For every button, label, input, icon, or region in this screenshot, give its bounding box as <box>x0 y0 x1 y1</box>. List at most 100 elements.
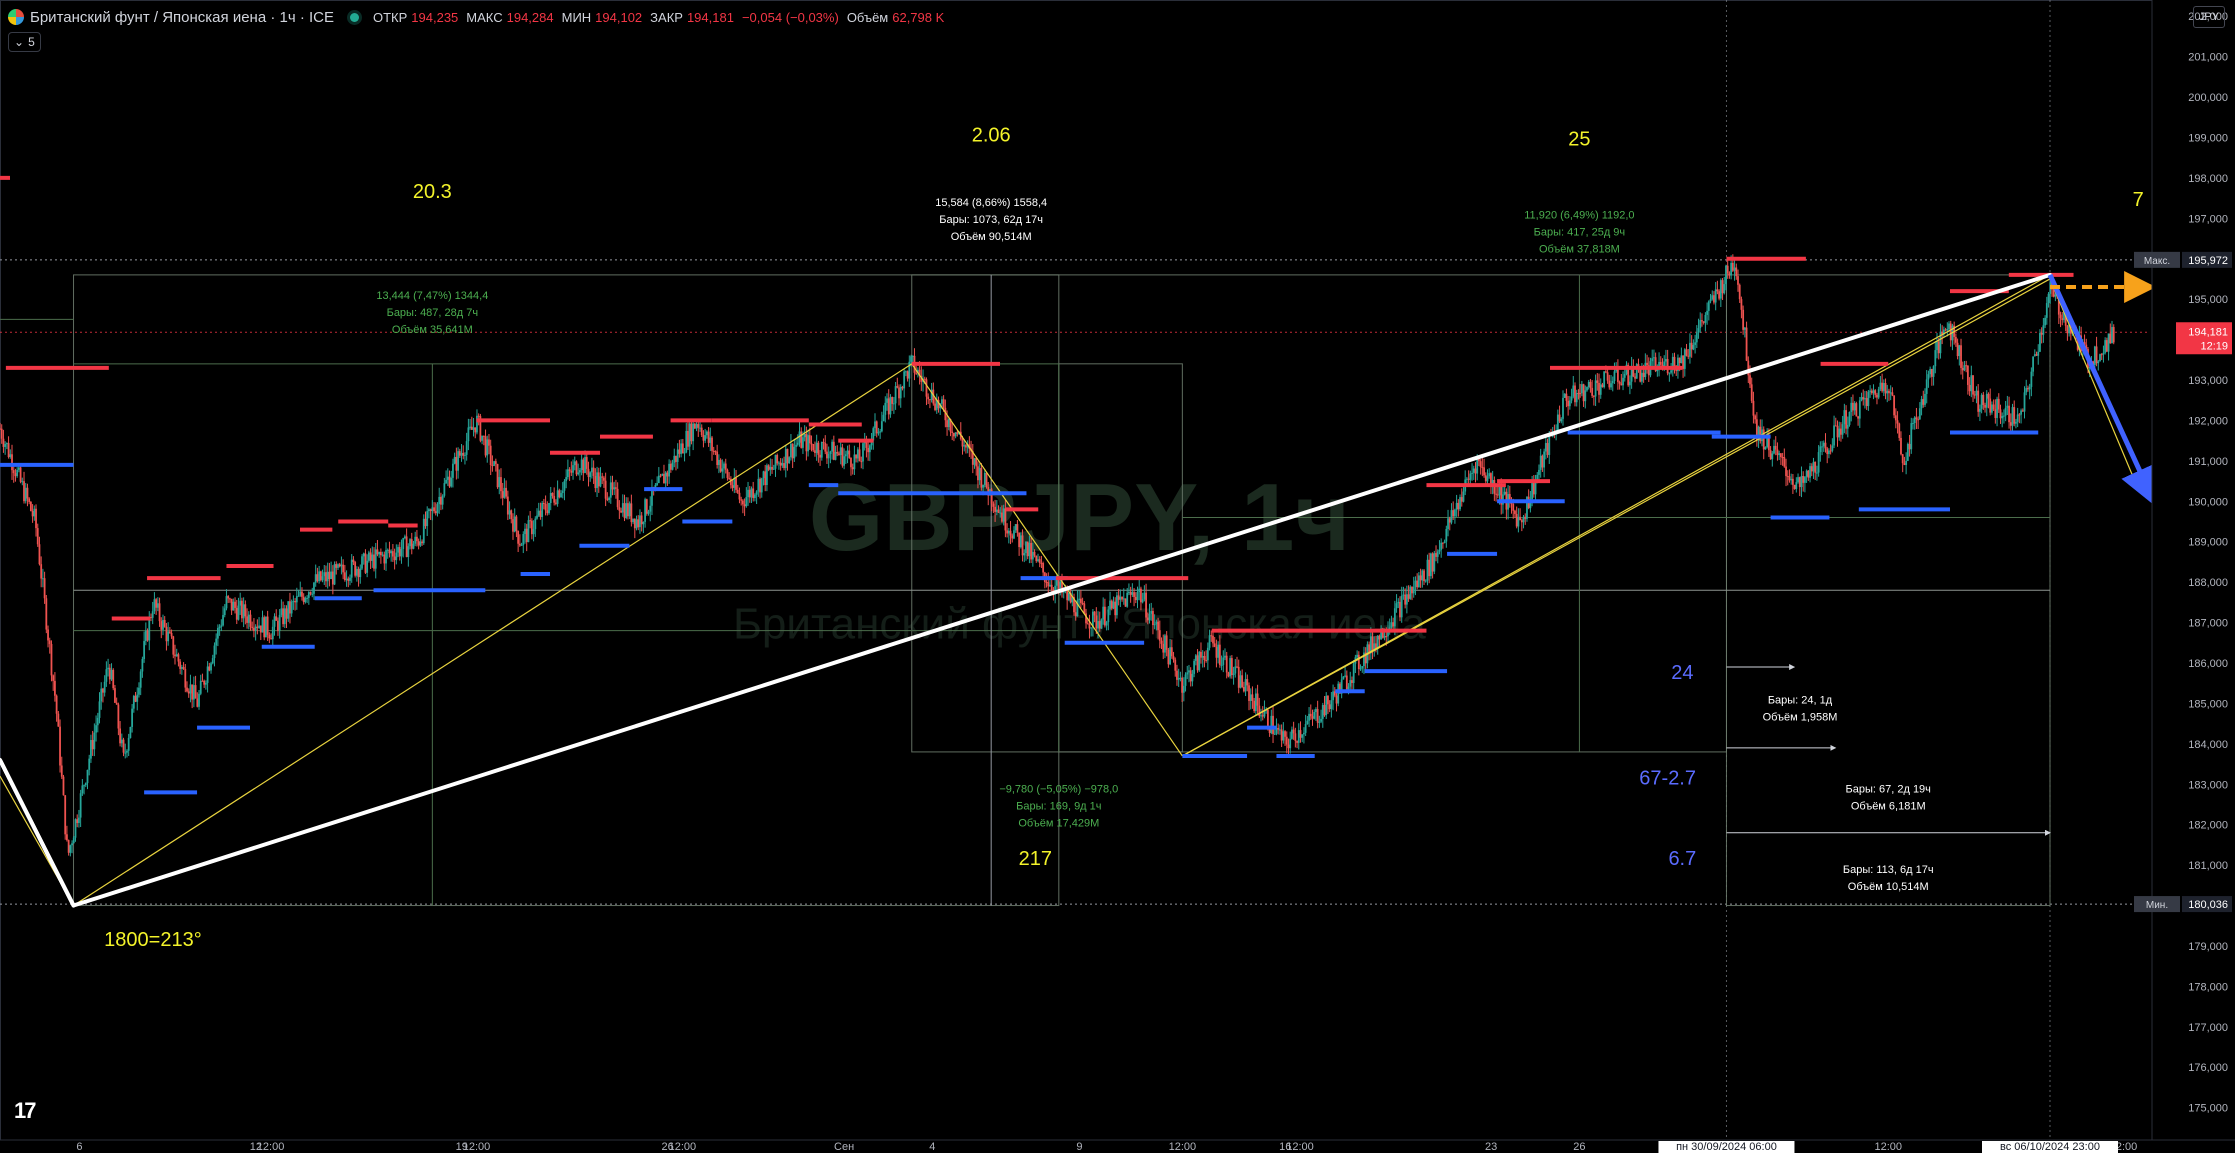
candle-body <box>323 572 326 577</box>
measure-label: Объём 37,818M <box>1539 243 1620 255</box>
candle-body <box>2112 327 2115 343</box>
candle-body <box>1831 445 1834 451</box>
candle-body <box>740 499 743 501</box>
candle-body <box>1714 289 1717 303</box>
candle-body <box>671 462 674 470</box>
candle-body <box>309 592 312 594</box>
candle-body <box>271 626 274 640</box>
symbol-title[interactable]: Британский фунт / Японская иена · 1ч · I… <box>30 8 334 26</box>
candle-body <box>1308 713 1310 721</box>
candle-body <box>997 509 1000 513</box>
candle-body <box>1579 393 1582 395</box>
indicators-toggle[interactable]: ⌄ 5 <box>8 32 41 52</box>
candle-body <box>858 449 861 462</box>
candle-body <box>163 619 166 627</box>
time-tick-label: 23 <box>1485 1141 1497 1153</box>
candle-body <box>342 564 345 573</box>
candle-body <box>282 608 284 625</box>
candle-body <box>1378 635 1381 640</box>
candle-body <box>1191 673 1194 682</box>
candle-body <box>568 469 571 471</box>
candle-body <box>1090 627 1093 629</box>
candle-body <box>1654 357 1657 372</box>
candle-body <box>613 487 616 490</box>
candle-body <box>1373 643 1376 651</box>
candle-body <box>352 559 355 563</box>
candle-body <box>915 372 918 374</box>
candle-body <box>1476 459 1479 474</box>
candle-body <box>355 568 358 576</box>
candle-body <box>1984 404 1986 408</box>
candle-body <box>2045 303 2048 318</box>
candle-body <box>721 468 724 472</box>
candle-body <box>728 477 731 479</box>
candle-body <box>1755 419 1758 441</box>
candle-body <box>1857 416 1859 419</box>
candle-body <box>1460 497 1463 502</box>
candle-body <box>1102 606 1105 620</box>
candle-body <box>1055 579 1058 586</box>
candle-body <box>1275 727 1278 734</box>
candle-body <box>1239 675 1242 688</box>
candle-body <box>458 451 461 456</box>
chevron-down-icon: ⌄ <box>14 35 25 49</box>
candle-body <box>551 492 554 496</box>
candle-body <box>1876 394 1878 398</box>
candle-body <box>1966 365 1969 385</box>
candle-body <box>1129 591 1132 595</box>
candle-body <box>817 442 820 455</box>
candle-body <box>525 528 528 543</box>
candle-body <box>2033 354 2036 357</box>
candle-body <box>1047 582 1050 587</box>
candle-body <box>1843 410 1846 425</box>
candle-body <box>819 454 821 458</box>
candle-body <box>1898 423 1901 438</box>
candle-body <box>1306 720 1309 725</box>
swing-line <box>1182 274 2051 757</box>
candle-body <box>141 659 144 672</box>
candle-body <box>1613 371 1616 381</box>
candle-body <box>995 509 998 512</box>
candle-body <box>506 496 509 515</box>
candle-body <box>1393 608 1396 627</box>
candle-body <box>632 518 634 523</box>
candle-body <box>1347 686 1350 690</box>
candle-body <box>1515 513 1518 527</box>
candle-body <box>1225 655 1228 673</box>
candle-body <box>38 544 41 565</box>
candle-body <box>645 499 648 514</box>
candle-body <box>887 398 890 415</box>
open-label: ОТКР <box>372 9 408 25</box>
candle-body <box>1146 617 1149 621</box>
candle-body <box>1829 450 1832 452</box>
candle-body <box>1169 647 1171 665</box>
tradingview-logo-icon[interactable]: 17 <box>14 1098 37 1123</box>
candle-body <box>1201 656 1204 658</box>
candle-body <box>134 695 137 702</box>
candle-body <box>978 468 981 481</box>
candle-body <box>280 608 283 615</box>
candle-body <box>850 457 852 468</box>
candle-body <box>1194 655 1197 661</box>
candle-body <box>486 439 489 456</box>
high-label: МАКС <box>466 9 503 25</box>
currency-button[interactable]: JPY <box>2193 6 2225 28</box>
candle-body <box>1862 397 1865 400</box>
candle-body <box>633 518 636 529</box>
candle-body <box>894 386 897 404</box>
candle-body <box>788 457 791 464</box>
candle-body <box>464 454 466 456</box>
candle-body <box>1009 530 1012 536</box>
candle-body <box>1567 400 1570 407</box>
candle-body <box>1091 611 1094 628</box>
symbol-flag-icon <box>8 9 24 25</box>
candle-body <box>501 491 504 498</box>
candle-body <box>251 626 254 628</box>
candle-body <box>1905 460 1908 465</box>
candle-body <box>644 499 646 522</box>
candle-body <box>1104 606 1106 626</box>
candle-body <box>211 658 214 664</box>
candle-body <box>1687 355 1690 357</box>
candle-body <box>40 564 43 579</box>
